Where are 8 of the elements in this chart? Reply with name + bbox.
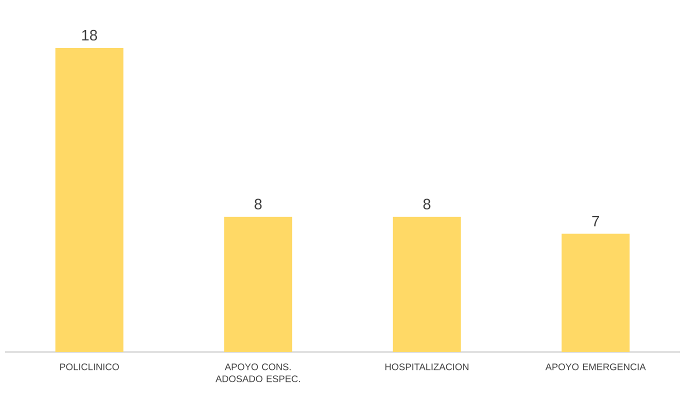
x-tick-label: APOYO EMERGENCIA bbox=[545, 364, 646, 370]
data-label: 18 bbox=[82, 30, 98, 40]
data-label: 7 bbox=[592, 216, 600, 226]
x-tick-label: APOYO CONS. ADOSADO ESPEC. bbox=[216, 364, 300, 382]
x-tick-label: POLICLINICO bbox=[60, 364, 119, 370]
data-label: 8 bbox=[423, 198, 430, 210]
x-tick-label: HOSPITALIZACION bbox=[385, 364, 468, 370]
data-label: 8 bbox=[254, 198, 262, 210]
